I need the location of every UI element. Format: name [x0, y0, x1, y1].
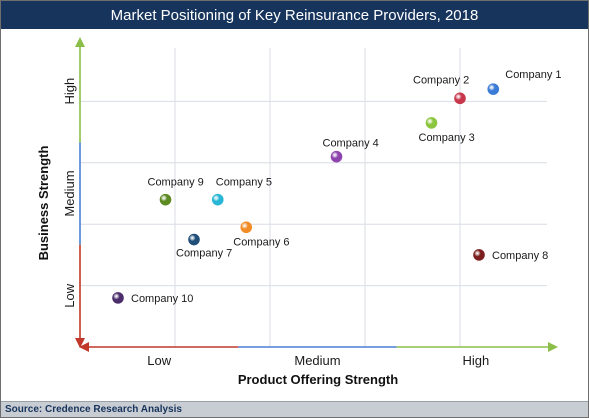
company-1-label: Company 1: [505, 69, 561, 81]
company-10-point: [112, 292, 124, 304]
y-tick-label-high: High: [62, 78, 77, 105]
company-8-label: Company 8: [492, 250, 548, 262]
axes: [75, 37, 558, 352]
company-3-label: Company 3: [419, 132, 475, 144]
x-axis-title: Product Offering Strength: [238, 372, 398, 387]
company-4-point: [330, 150, 343, 163]
company-8-point: [473, 249, 485, 261]
grid-lines: [80, 48, 547, 347]
source-note: Source: Credence Research Analysis: [1, 401, 588, 417]
company-2-point: [454, 92, 466, 105]
company-10-label: Company 10: [131, 293, 193, 305]
company-6-label: Company 6: [233, 236, 289, 248]
chart-title: Market Positioning of Key Reinsurance Pr…: [1, 1, 588, 29]
x-tick-label-medium: Medium: [294, 353, 340, 368]
company-7-label: Company 7: [176, 248, 232, 260]
tick-labels: Low Medium High Low Medium High: [62, 78, 489, 368]
company-7-point: [188, 233, 200, 246]
company-9-label: Company 9: [148, 177, 204, 189]
company-6-point: [240, 221, 253, 234]
y-axis-title: Business Strength: [36, 146, 51, 261]
company-4-label: Company 4: [323, 138, 379, 150]
x-tick-label-high: High: [462, 353, 489, 368]
data-points: Company 1 Company 2 Company 3 Company 4 Comp…: [112, 69, 562, 305]
company-3-point: [425, 117, 438, 129]
y-tick-label-medium: Medium: [62, 170, 77, 216]
company-1-point: [487, 83, 500, 95]
company-2-label: Company 2: [413, 74, 469, 86]
company-9-point: [159, 193, 172, 206]
company-5-point: [211, 193, 224, 206]
x-tick-label-low: Low: [147, 353, 171, 368]
y-tick-label-low: Low: [62, 283, 77, 307]
company-5-label: Company 5: [216, 177, 272, 189]
